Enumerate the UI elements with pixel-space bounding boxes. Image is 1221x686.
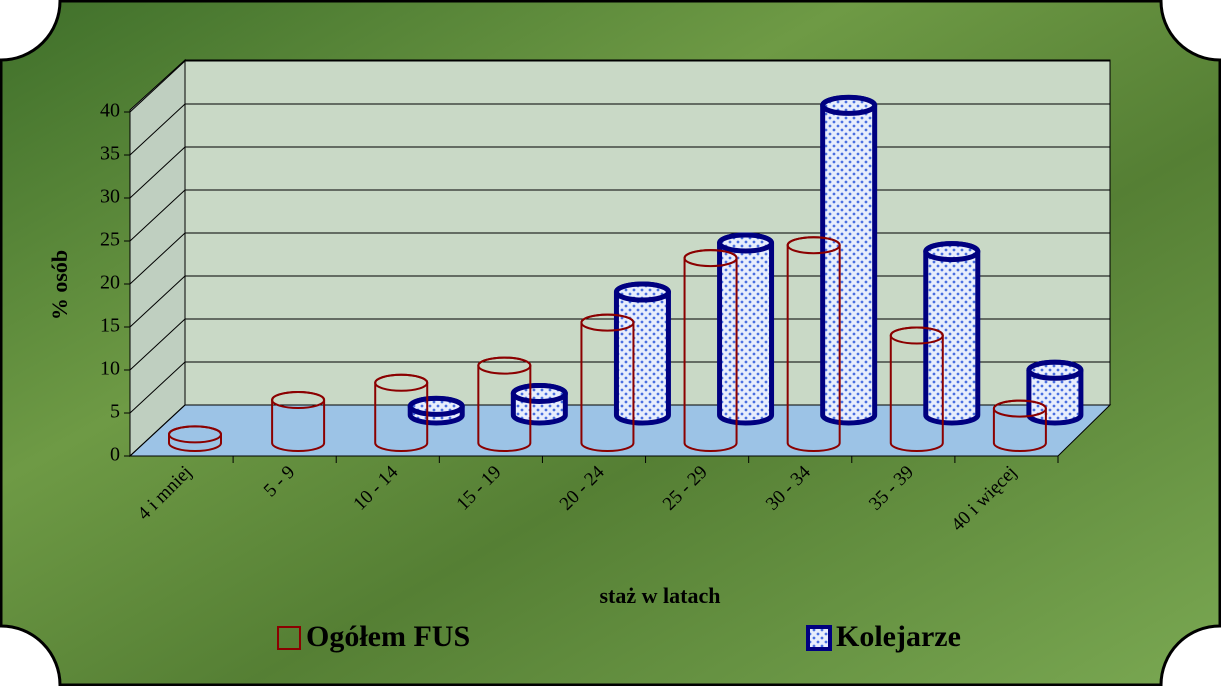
y-axis-title: % osób: [47, 250, 72, 320]
bar-top: [613, 281, 671, 303]
bar-top: [1026, 359, 1084, 381]
grid-line: [129, 361, 1110, 414]
x-axis-title: staż w latach: [600, 583, 721, 608]
legend-swatch: [277, 626, 301, 650]
legend-swatch: [806, 625, 832, 651]
bar-top: [477, 356, 532, 375]
grid-line: [129, 232, 1110, 285]
bar-top: [923, 241, 981, 263]
bar-top: [271, 391, 326, 409]
bar-top: [374, 373, 429, 392]
grid-line: [129, 103, 1110, 156]
y-tick-label: 20: [100, 272, 120, 294]
bar-top: [168, 425, 222, 444]
grid-line: [129, 146, 1110, 199]
bar-top: [407, 395, 465, 417]
bar-top: [889, 326, 944, 345]
bar-top: [683, 249, 738, 268]
bar-top: [510, 383, 568, 404]
bar: [923, 241, 981, 426]
bar: [613, 281, 671, 426]
y-tick-label: 0: [110, 444, 120, 466]
grid-line: [129, 404, 1110, 457]
grid-line: [129, 60, 1110, 113]
bar-top: [992, 399, 1047, 418]
y-tick-label: 10: [100, 358, 120, 380]
bar: [820, 94, 878, 426]
y-tick-label: 40: [100, 100, 120, 122]
grid-line: [129, 189, 1110, 242]
y-tick-label: 35: [100, 143, 120, 165]
bar-top: [580, 313, 635, 332]
bar-top: [786, 236, 841, 255]
bar-top: [717, 232, 775, 254]
y-tick-label: 30: [100, 186, 120, 208]
legend-label: Ogółem FUS: [306, 620, 470, 653]
y-tick-label: 5: [110, 401, 120, 423]
bar-top: [820, 94, 878, 116]
grid-line: [129, 275, 1110, 328]
y-tick-label: 25: [100, 229, 120, 251]
y-tick-label: 15: [100, 315, 120, 337]
legend-label: Kolejarze: [836, 620, 961, 653]
grid-line: [129, 318, 1110, 371]
